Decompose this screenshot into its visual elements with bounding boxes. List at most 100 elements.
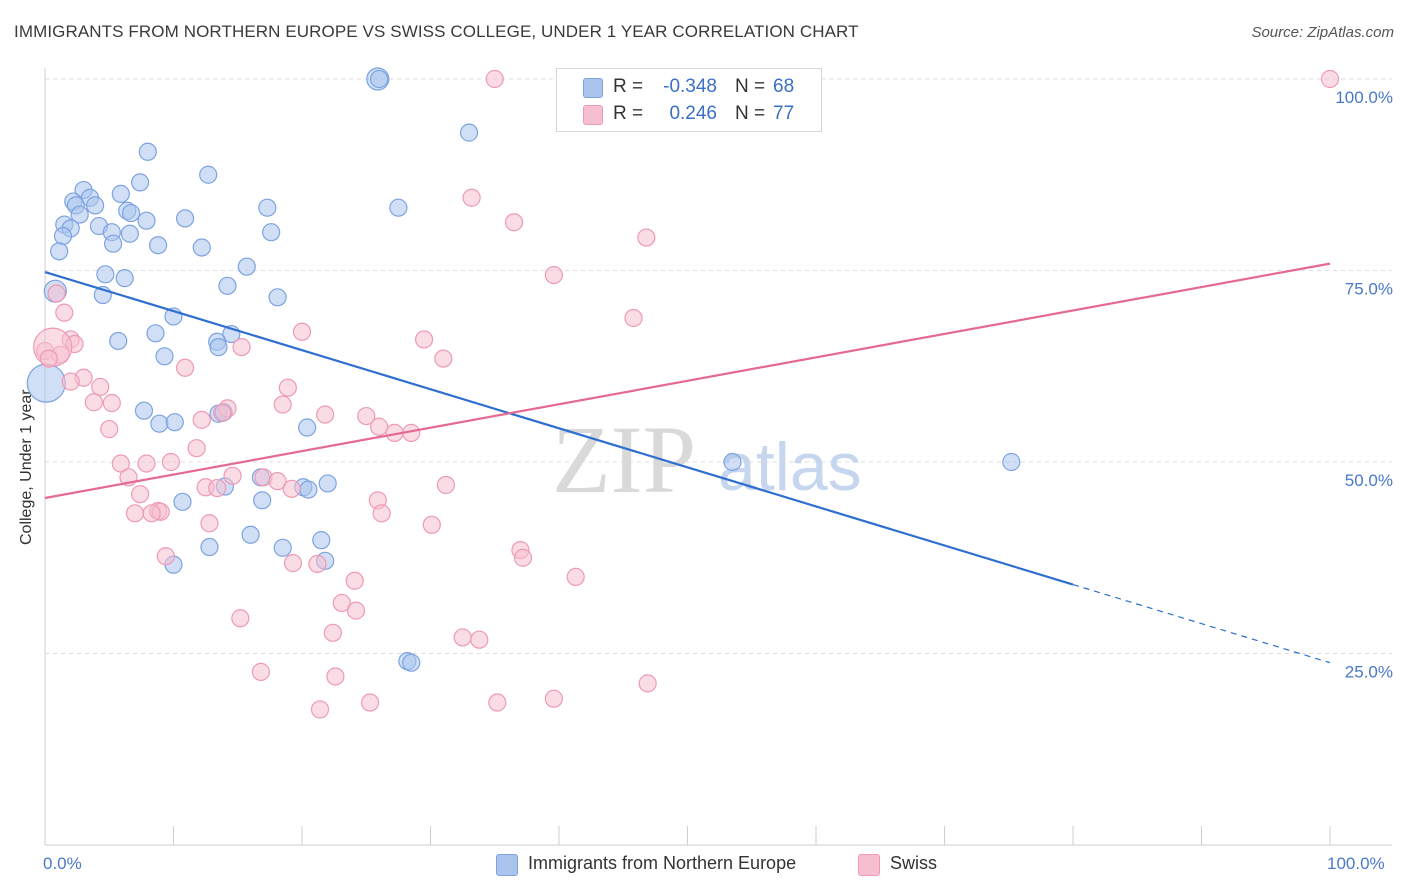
chart-title: IMMIGRANTS FROM NORTHERN EUROPE VS SWISS… <box>14 22 859 41</box>
data-point <box>323 623 342 642</box>
trend-lines <box>44 262 1331 664</box>
data-point <box>86 196 105 215</box>
data-point <box>470 630 489 649</box>
data-point <box>414 330 434 349</box>
data-point <box>70 205 89 224</box>
data-point <box>231 609 250 628</box>
data-point <box>96 265 115 284</box>
data-point <box>130 173 150 192</box>
y-tick-label: 75.0% <box>1345 280 1393 299</box>
data-point <box>200 537 219 557</box>
data-point <box>251 662 270 681</box>
data-point <box>187 439 206 458</box>
source-label: Source: ZipAtlas.com <box>1251 24 1394 41</box>
data-point <box>504 213 524 232</box>
data-point <box>192 238 211 257</box>
data-point <box>262 223 281 242</box>
data-point <box>237 257 256 276</box>
data-point <box>115 269 134 288</box>
data-point <box>389 198 408 217</box>
data-point <box>278 378 297 397</box>
legend-swatch-blue <box>496 854 518 876</box>
series-northern-europe-points <box>26 67 1021 672</box>
data-point <box>459 123 479 142</box>
data-point <box>55 303 74 322</box>
data-point <box>345 571 364 590</box>
n-label: N = <box>735 103 766 124</box>
data-point <box>175 358 195 377</box>
data-point <box>253 491 272 510</box>
legend-swatch-pink <box>858 854 880 876</box>
data-point <box>346 601 366 620</box>
data-point <box>120 224 139 243</box>
data-point <box>308 554 327 573</box>
data-point <box>232 338 251 357</box>
data-point <box>53 226 73 246</box>
data-point <box>223 466 242 485</box>
data-point <box>218 276 237 295</box>
y-tick-label: 50.0% <box>1345 471 1393 490</box>
data-point <box>84 393 103 412</box>
data-point <box>292 322 312 341</box>
data-point <box>1320 69 1340 89</box>
data-point <box>258 198 277 217</box>
data-point <box>268 472 287 491</box>
data-point <box>357 406 376 426</box>
grid-lines <box>45 78 1392 654</box>
data-point <box>138 142 157 161</box>
data-point <box>361 693 380 712</box>
data-point <box>544 265 563 285</box>
data-point <box>142 504 161 523</box>
data-point <box>422 515 441 534</box>
data-point <box>39 349 58 368</box>
data-point <box>312 531 331 550</box>
r-value: 0.246 <box>669 103 717 124</box>
axes <box>44 68 1392 846</box>
data-point <box>241 525 260 544</box>
data-point <box>134 401 154 420</box>
data-point <box>148 236 168 255</box>
r-label: R = <box>613 103 644 124</box>
data-point <box>436 475 456 495</box>
data-point <box>213 403 232 423</box>
data-point <box>273 538 292 557</box>
data-point <box>155 347 174 366</box>
data-point <box>61 372 80 391</box>
data-point <box>453 628 472 647</box>
data-point <box>175 209 195 228</box>
trend-line-swiss <box>44 262 1331 500</box>
data-point <box>1002 452 1021 472</box>
r-value: -0.348 <box>663 76 717 97</box>
data-point <box>566 567 585 587</box>
data-point <box>91 377 110 397</box>
data-point <box>513 548 533 567</box>
n-value: 77 <box>773 103 795 124</box>
data-point <box>146 324 165 343</box>
data-point <box>298 418 317 437</box>
data-point <box>318 474 337 493</box>
data-point <box>165 413 184 432</box>
watermark-atlas: atlas <box>718 429 862 505</box>
data-point <box>370 417 389 436</box>
series-swiss-points <box>33 69 1340 719</box>
data-point <box>130 485 150 504</box>
data-point <box>402 653 421 672</box>
x-tick-label-min: 0.0% <box>43 854 82 873</box>
data-point <box>109 331 128 351</box>
data-point <box>199 165 218 184</box>
y-tick-label: 25.0% <box>1345 663 1393 682</box>
data-point <box>209 338 228 357</box>
data-point <box>462 188 481 207</box>
stats-swatch-pink <box>583 105 603 125</box>
data-point <box>47 284 66 303</box>
data-point <box>723 452 742 472</box>
n-value: 68 <box>773 76 795 97</box>
x-tick-label-max: 100.0% <box>1327 854 1385 873</box>
data-point <box>624 308 643 328</box>
r-label: R = <box>613 76 644 97</box>
legend-label: Immigrants from Northern Europe <box>528 853 797 873</box>
watermark-zip: ZIP <box>552 406 696 513</box>
data-point <box>310 700 330 719</box>
data-point <box>485 69 504 89</box>
data-point <box>332 593 351 613</box>
